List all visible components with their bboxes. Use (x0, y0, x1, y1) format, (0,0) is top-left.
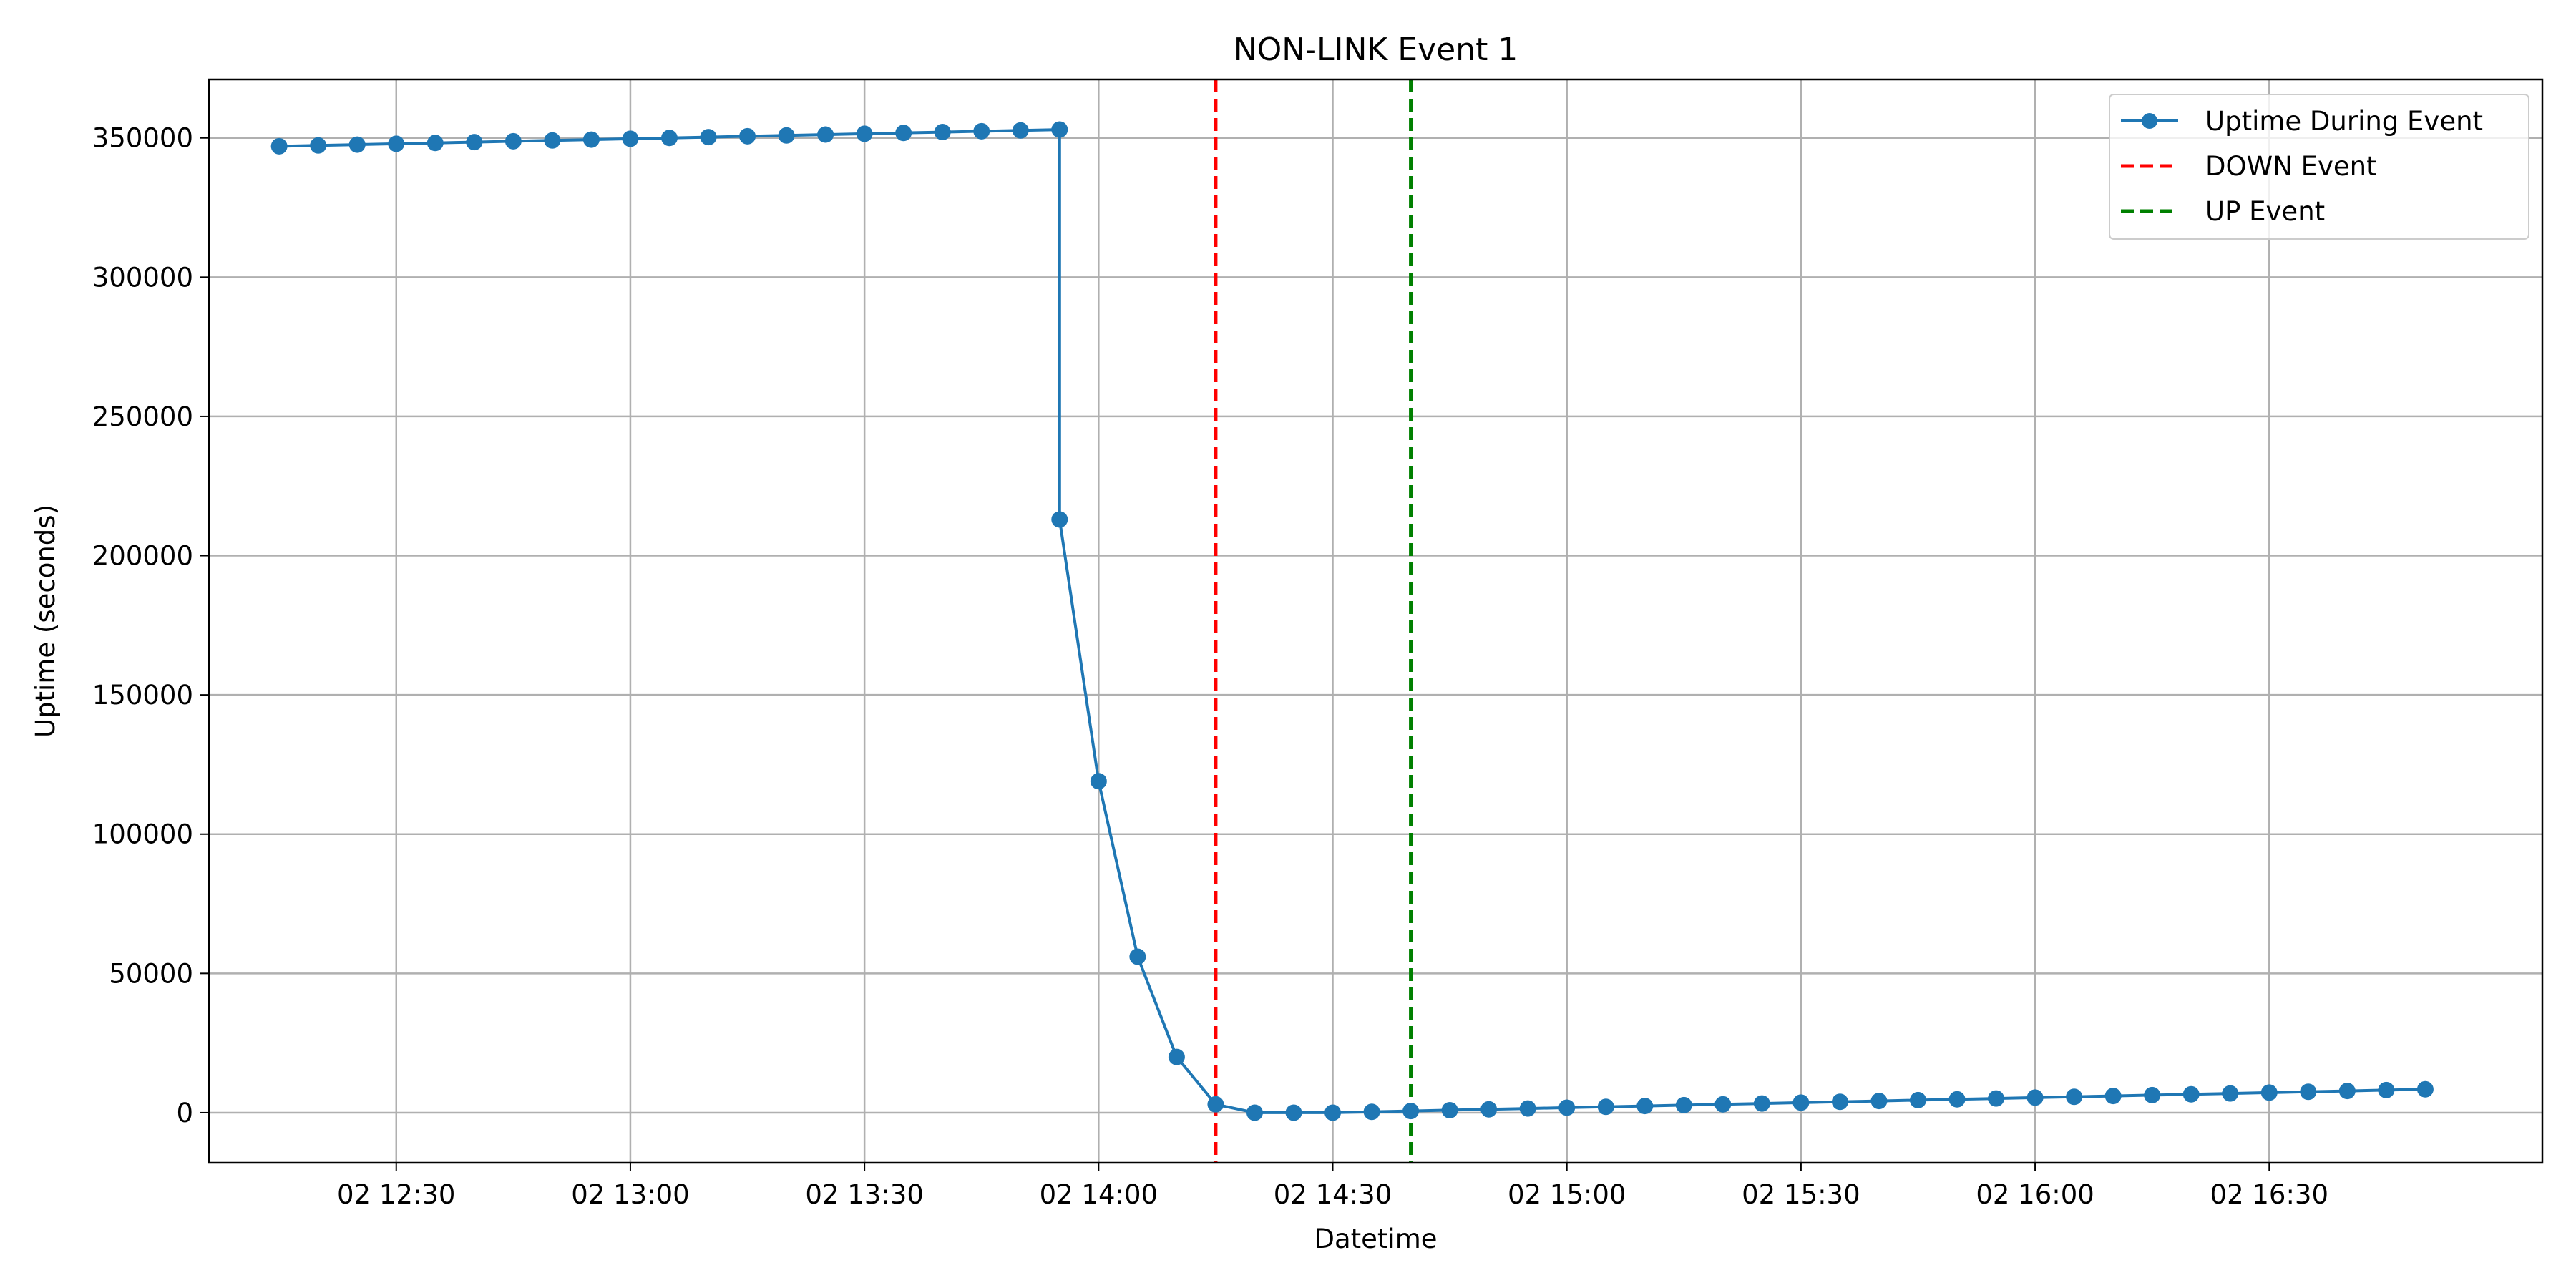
uptime-data-point (388, 135, 405, 152)
legend: Uptime During Event DOWN Event UP Event (2109, 94, 2529, 240)
x-tick-label: 02 12:30 (337, 1179, 455, 1210)
y-tick-label: 350000 (92, 123, 193, 154)
y-tick-label: 250000 (92, 401, 193, 432)
uptime-data-point (2066, 1088, 2083, 1106)
uptime-data-point (1636, 1098, 1654, 1115)
y-axis-title: Uptime (seconds) (30, 504, 61, 738)
x-tick-label: 02 16:00 (1976, 1179, 2094, 1210)
uptime-data-point (1012, 122, 1029, 139)
uptime-data-point (1948, 1091, 1966, 1108)
uptime-data-point (1051, 511, 1068, 528)
chart-title: NON-LINK Event 1 (1234, 31, 1518, 68)
axis-ticks: 02 12:30 02 13:00 02 13:30 02 14:00 02 14:30… (92, 123, 2328, 1210)
legend-box (2109, 94, 2529, 240)
uptime-data-point (1207, 1096, 1224, 1113)
uptime-data-point (2222, 1085, 2239, 1102)
uptime-data-point (1168, 1048, 1185, 1065)
uptime-data-point (1870, 1093, 1888, 1110)
x-axis-title: Datetime (1314, 1224, 1437, 1254)
legend-label-down-event: DOWN Event (2205, 151, 2377, 182)
uptime-data-point (1909, 1091, 1926, 1108)
uptime-data-point (1988, 1090, 2005, 1107)
uptime-data-point (544, 132, 561, 149)
legend-label-uptime: Uptime During Event (2205, 106, 2483, 137)
plot-lines (270, 79, 2434, 1163)
uptime-data-point (934, 124, 951, 141)
uptime-data-point (973, 122, 990, 140)
uptime-data-point (1090, 773, 1107, 790)
plot-area-frame (208, 78, 2544, 1164)
uptime-data-point (1285, 1104, 1302, 1121)
x-tick-label: 02 14:30 (1274, 1179, 1392, 1210)
legend-marker-uptime (2142, 113, 2157, 129)
y-tick-label: 300000 (92, 262, 193, 293)
uptime-data-point (856, 125, 873, 142)
uptime-data-point (1792, 1094, 1810, 1111)
uptime-data-point (1051, 121, 1068, 138)
uptime-data-point (700, 129, 717, 146)
uptime-data-point (2026, 1089, 2044, 1106)
uptime-data-point (1324, 1104, 1342, 1121)
x-tick-label: 02 13:30 (805, 1179, 923, 1210)
uptime-data-point (817, 126, 834, 143)
uptime-data-point (2104, 1088, 2122, 1105)
uptime-data-point (310, 137, 327, 154)
uptime-data-point (426, 135, 444, 152)
uptime-data-point (504, 132, 522, 150)
legend-label-up-event: UP Event (2205, 196, 2325, 227)
uptime-data-point (1675, 1096, 1692, 1113)
uptime-data-point (739, 127, 756, 145)
uptime-data-point (2378, 1081, 2395, 1098)
uptime-data-point (466, 134, 483, 151)
uptime-data-point (1519, 1100, 1536, 1117)
uptime-data-point (660, 130, 678, 147)
uptime-data-point (2338, 1083, 2356, 1100)
y-tick-label: 0 (176, 1098, 193, 1128)
x-tick-label: 02 14:00 (1040, 1179, 1158, 1210)
x-tick-label: 02 15:00 (1508, 1179, 1626, 1210)
uptime-data-point (2144, 1086, 2161, 1103)
uptime-data-point (1402, 1103, 1420, 1120)
y-tick-label: 100000 (92, 819, 193, 850)
y-tick-label: 50000 (109, 958, 193, 989)
uptime-data-point (1714, 1096, 1732, 1113)
uptime-data-point (2300, 1083, 2317, 1101)
uptime-data-point (1246, 1104, 1263, 1121)
uptime-data-point (270, 137, 288, 155)
uptime-data-point (1480, 1101, 1498, 1118)
uptime-data-point (1558, 1099, 1576, 1116)
x-tick-label: 02 13:00 (571, 1179, 689, 1210)
uptime-data-point (2260, 1084, 2278, 1101)
uptime-data-point (622, 130, 639, 147)
uptime-data-point (2416, 1080, 2434, 1098)
uptime-data-point (895, 125, 912, 142)
uptime-data-point (1597, 1098, 1614, 1116)
uptime-data-point (778, 127, 795, 144)
y-tick-label: 150000 (92, 680, 193, 711)
y-tick-label: 200000 (92, 541, 193, 572)
uptime-data-point (1831, 1093, 1848, 1111)
uptime-data-point (2182, 1085, 2200, 1103)
x-tick-label: 02 15:30 (1742, 1179, 1860, 1210)
x-tick-label: 02 16:30 (2210, 1179, 2328, 1210)
uptime-data-point (1129, 948, 1146, 965)
uptime-data-point (582, 131, 600, 148)
uptime-data-point (1363, 1103, 1380, 1121)
uptime-data-point (1441, 1101, 1458, 1118)
uptime-data-point (1753, 1095, 1770, 1112)
uptime-data-point (348, 136, 366, 153)
